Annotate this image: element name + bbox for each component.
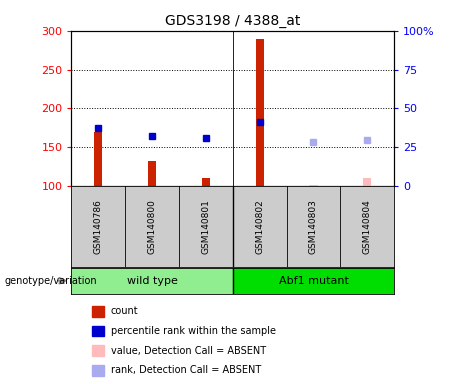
Text: wild type: wild type: [127, 276, 177, 286]
Bar: [309, 185, 318, 186]
Title: GDS3198 / 4388_at: GDS3198 / 4388_at: [165, 14, 301, 28]
Bar: [202, 178, 210, 186]
Text: GSM140801: GSM140801: [201, 199, 210, 254]
Bar: [148, 161, 156, 186]
Bar: [363, 179, 371, 186]
Bar: [95, 132, 102, 186]
Bar: [71, 268, 233, 294]
Text: GSM140802: GSM140802: [255, 199, 264, 254]
Text: genotype/variation: genotype/variation: [5, 276, 97, 286]
Text: count: count: [111, 306, 138, 316]
Text: rank, Detection Call = ABSENT: rank, Detection Call = ABSENT: [111, 365, 261, 375]
Text: percentile rank within the sample: percentile rank within the sample: [111, 326, 276, 336]
Text: GSM140803: GSM140803: [309, 199, 318, 254]
Text: value, Detection Call = ABSENT: value, Detection Call = ABSENT: [111, 346, 266, 356]
Text: GSM140800: GSM140800: [148, 199, 157, 254]
Bar: [256, 39, 264, 186]
Text: Abf1 mutant: Abf1 mutant: [278, 276, 349, 286]
Bar: [233, 268, 394, 294]
Text: GSM140786: GSM140786: [94, 199, 103, 254]
Text: GSM140804: GSM140804: [363, 199, 372, 254]
